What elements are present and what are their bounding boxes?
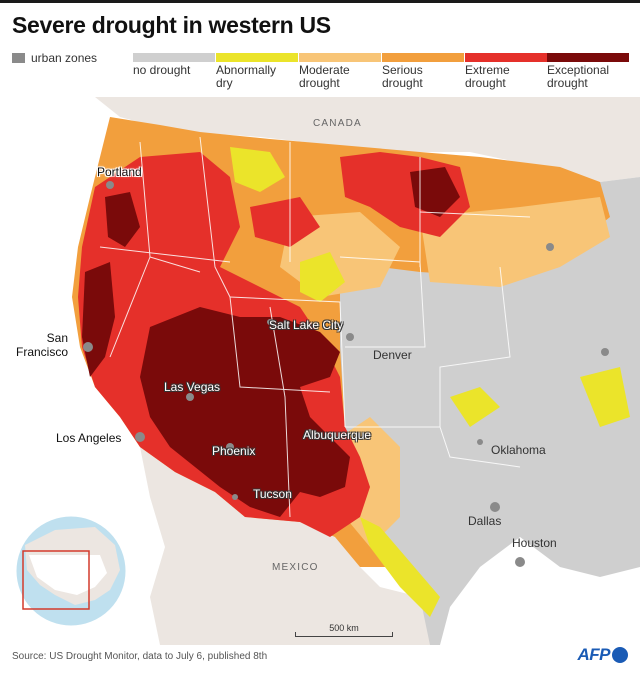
afp-logo-text: AFP [577, 645, 611, 664]
mexico-land [140, 447, 440, 645]
city-label-salt-lake-city: Salt Lake City [269, 318, 344, 332]
scale-bar: 500 km [295, 623, 393, 637]
legend-label: Abnormally dry [216, 63, 277, 90]
urban-swatch [12, 53, 25, 63]
legend-swatch [216, 53, 298, 62]
dry-patch-montana [230, 147, 285, 192]
city-label-tucson: Tucson [253, 487, 292, 501]
city-label-oklahoma: Oklahoma [491, 443, 546, 457]
city-label-las-vegas: Las Vegas [164, 380, 221, 394]
legend-item-no-drought: no drought [133, 53, 215, 77]
legend-label: no drought [133, 63, 191, 77]
legend-item-serious-drought: Serious drought [382, 53, 464, 90]
city-label-san-francisco: San Francisco [16, 331, 69, 359]
afp-logo: AFP [577, 645, 628, 665]
locator-globe [15, 515, 127, 627]
dry-patch-texas [450, 387, 500, 427]
dry-patch-rio-grande [360, 517, 440, 617]
exceptional-oregon [105, 192, 140, 247]
city-label-dallas: Dallas [468, 514, 502, 528]
moderate-patch-plains [420, 197, 610, 287]
country-label-mexico: MEXICO [272, 562, 319, 573]
city-label-phoenix: Phoenix [212, 444, 256, 458]
dry-patch-colorado [300, 252, 345, 302]
scale-line [295, 632, 393, 637]
exceptional-southwest [140, 307, 350, 517]
legend-swatch [547, 53, 629, 62]
legend-item-abnormally-dry: Abnormally dry [216, 53, 298, 90]
scale-label: 500 km [329, 623, 359, 633]
urban-zones [83, 181, 609, 567]
legend-item-exceptional-drought: Exceptional drought [547, 53, 629, 90]
city-label-denver: Denver [373, 348, 412, 362]
legend-label: Extreme drought [465, 63, 510, 90]
drought-legend: no drought Abnormally dry Moderate droug… [133, 53, 629, 113]
state-borders [99, 136, 531, 518]
city-label-albuquerque: Albuquerque [303, 428, 372, 442]
dry-patch-southeast [580, 367, 630, 427]
locator-frame [22, 550, 90, 610]
top-rule [0, 0, 640, 3]
exceptional-north-dakota [410, 167, 460, 217]
country-label-canada: CANADA [313, 118, 362, 129]
legend-label: Exceptional drought [547, 63, 610, 90]
city-label-los-angeles: Los Angeles [56, 431, 122, 445]
urban-legend: urban zones [12, 51, 97, 65]
legend-swatch [133, 53, 215, 62]
legend-swatch [465, 53, 547, 62]
urban-legend-label: urban zones [31, 51, 98, 65]
canada-land [95, 97, 640, 182]
afp-logo-dot [612, 647, 628, 663]
city-label-houston: Houston [512, 536, 557, 550]
legend-label: Serious drought [382, 63, 423, 90]
source-note: Source: US Drought Monitor, data to July… [12, 651, 268, 662]
legend-swatch [299, 53, 381, 62]
legend-item-extreme-drought: Extreme drought [465, 53, 547, 90]
map-title: Severe drought in western US [12, 12, 331, 38]
legend-label: Moderate drought [299, 63, 350, 90]
legend-swatch [382, 53, 464, 62]
extreme-idaho [250, 197, 320, 247]
city-label-portland: Portland [97, 165, 142, 179]
legend-item-moderate-drought: Moderate drought [299, 53, 381, 90]
